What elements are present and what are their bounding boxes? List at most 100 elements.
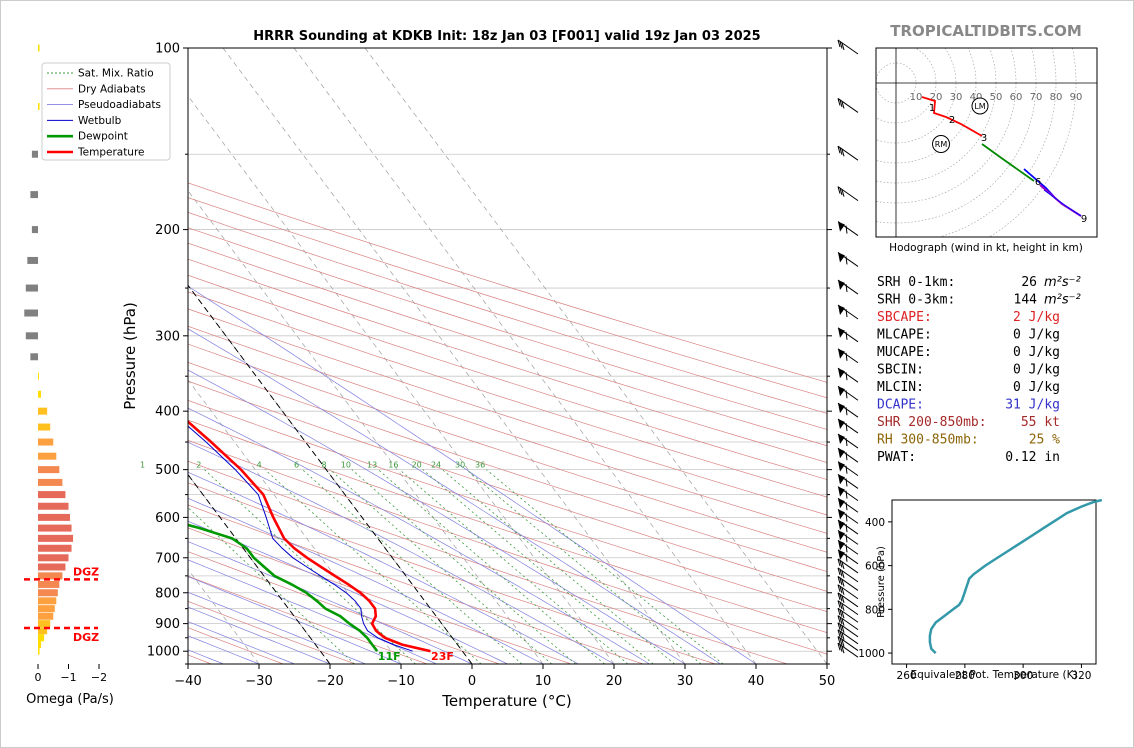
pseudoadiabat — [188, 591, 366, 664]
stat-label: SBCIN: — [877, 363, 924, 378]
dgz-label-bottom: DGZ — [73, 631, 99, 644]
omega-bar — [38, 563, 66, 571]
barb-pennant — [838, 498, 845, 509]
pseudoadiabat — [188, 441, 615, 664]
barb-staff — [837, 636, 859, 651]
omega-bar — [38, 513, 71, 521]
hodograph-ring-label: 10 — [910, 92, 923, 103]
barb-flag — [841, 603, 845, 611]
wind-barb — [837, 402, 859, 418]
theta-e-x-tick-label: 280 — [955, 670, 975, 682]
surface-dewpoint-label: 11F — [378, 650, 401, 663]
dry-adiabat — [188, 227, 827, 430]
isotherm-line — [364, 48, 827, 664]
omega-bar — [38, 641, 42, 649]
theta-e-y-tick-label: 800 — [865, 604, 885, 616]
dry-adiabat — [188, 482, 716, 664]
omega-bar — [38, 466, 60, 474]
mixing-ratio-label: 10 — [341, 460, 351, 469]
stat-label: MUCAPE: — [877, 345, 932, 360]
wind-barb — [837, 549, 859, 565]
brand-text: TROPICALTIDBITS.COM — [890, 22, 1082, 40]
legend: Sat. Mix. Ratio Dry Adiabats Pseudoadiabat… — [41, 62, 171, 161]
legend-label: Sat. Mix. Ratio — [78, 68, 154, 80]
stat-value: 144 — [1014, 293, 1038, 308]
barb-staff — [837, 567, 859, 583]
mixing-ratio-label: 36 — [475, 460, 485, 469]
stat-label: MLCAPE: — [877, 328, 932, 343]
mixing-ratio-line — [486, 469, 724, 664]
stat-value: 55 kt — [1021, 415, 1060, 430]
barb-flag — [837, 39, 841, 48]
surface-temperature-label: 23F — [431, 650, 454, 663]
x-tick-label: 20 — [606, 674, 623, 689]
barb-staff — [837, 642, 859, 658]
barb-pennant — [838, 486, 845, 497]
barb-flag — [837, 186, 841, 194]
omega-bar — [38, 478, 63, 486]
hodograph-ring-label: 60 — [1010, 92, 1023, 103]
barb-flag — [845, 352, 848, 361]
barb-flag — [839, 616, 843, 625]
omega-bar — [38, 554, 69, 562]
barb-flag — [845, 283, 848, 293]
theta-e-axes: 260 280 300 320 400 600 800 1000 — [858, 517, 1091, 682]
barb-pennant — [838, 474, 845, 485]
mixing-ratio-line — [302, 469, 523, 664]
stat-label: DCAPE: — [877, 398, 924, 413]
omega-x-axis: 0 −1 −2 — [35, 664, 107, 684]
wind-barb — [837, 327, 859, 343]
omega-bar — [38, 423, 51, 431]
wind-barb — [837, 584, 859, 600]
wind-barb — [837, 576, 859, 591]
wind-barb — [837, 567, 859, 583]
dry-adiabat — [188, 291, 827, 498]
barb-pennant — [838, 403, 845, 414]
legend-box — [41, 62, 171, 161]
barb-flag — [845, 544, 848, 553]
dry-adiabat — [188, 182, 827, 383]
theta-e-y-tick-label: 1000 — [858, 648, 885, 660]
wind-barb — [837, 600, 859, 616]
hodograph-ring-label: 70 — [1030, 92, 1043, 103]
wind-barb — [837, 447, 859, 463]
barb-flag — [837, 584, 841, 592]
barb-flag — [841, 561, 845, 570]
wind-barb — [837, 592, 859, 608]
barb-flag — [839, 560, 843, 568]
barb-flag — [845, 390, 848, 399]
dewpoint-line — [188, 523, 379, 652]
wind-barb — [837, 385, 859, 401]
y-tick-label: 400 — [155, 405, 180, 420]
hodograph-ring-label: 20 — [930, 92, 943, 103]
hodograph-ring-label: 50 — [990, 92, 1003, 103]
barb-pennant — [838, 434, 845, 445]
barb-flag — [841, 587, 845, 595]
wind-barb — [837, 529, 859, 545]
wind-barb — [837, 615, 859, 631]
isotherm-line — [222, 48, 686, 664]
barb-flag — [837, 576, 841, 584]
stat-value: 25 % — [1029, 433, 1060, 448]
barb-flag — [845, 407, 848, 416]
omega-bar — [38, 634, 45, 642]
isotherm-line — [293, 48, 757, 664]
pseudoadiabat — [188, 559, 437, 664]
barb-pennant — [838, 540, 845, 551]
stat-label: SRH 0-1km: — [877, 275, 955, 290]
barb-flag — [837, 558, 841, 567]
barb-flag — [839, 602, 843, 610]
barb-flag — [841, 570, 845, 578]
theta-e-y-label: Pressure (hPa) — [876, 546, 887, 618]
wind-barbs — [837, 39, 859, 658]
barb-flag — [845, 524, 848, 533]
temperature-axis: −40 −30 −20 −10 0 10 20 30 40 50 — [174, 664, 835, 689]
wind-barb — [837, 607, 859, 623]
barb-staff — [837, 607, 859, 623]
mixing-ratio-label: 8 — [321, 460, 326, 469]
stat-value: 0 J/kg — [1013, 345, 1060, 360]
x-tick-label: 0 — [468, 674, 476, 689]
dry-adiabat — [188, 242, 827, 447]
zero-degree-isotherm — [188, 284, 473, 664]
stat-value: 0 J/kg — [1013, 328, 1060, 343]
